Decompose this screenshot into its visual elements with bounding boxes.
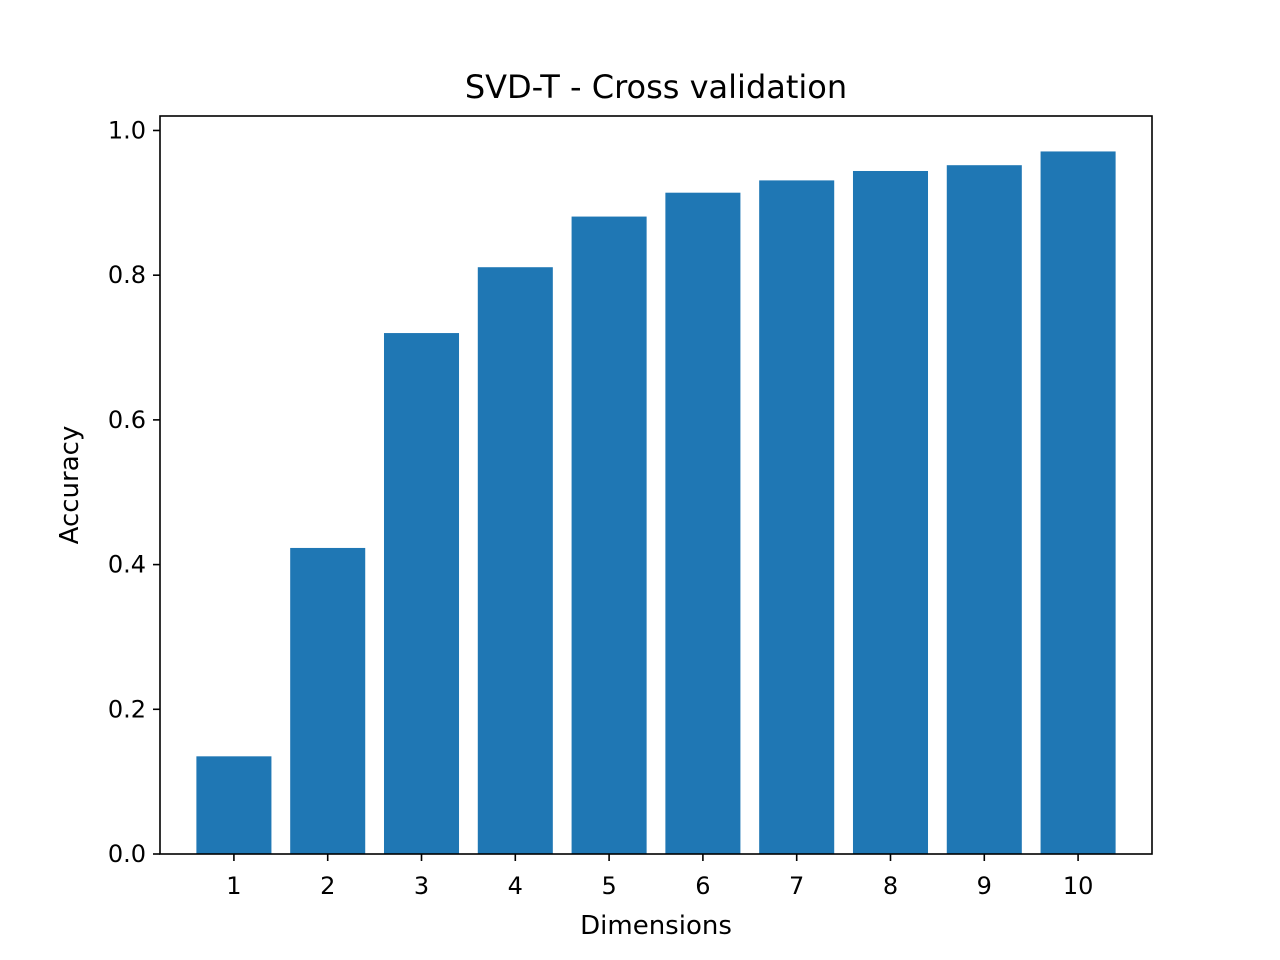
x-tick-label: 9 — [977, 872, 992, 900]
x-ticks-group: 1 2 3 4 5 6 7 8 9 10 — [226, 854, 1093, 900]
y-tick-label: 0.6 — [108, 406, 146, 434]
bar-7 — [759, 180, 835, 855]
chart-title: SVD-T - Cross validation — [465, 68, 847, 106]
plot-frame — [159, 115, 1153, 855]
bar-5 — [571, 216, 647, 855]
bar-4 — [477, 267, 553, 854]
bar-10 — [1040, 151, 1116, 854]
x-tick-label: 8 — [883, 872, 898, 900]
bar-2 — [290, 547, 366, 854]
y-tick-label: 0.4 — [108, 551, 146, 579]
x-tick-label: 10 — [1063, 872, 1094, 900]
x-tick-label: 1 — [226, 872, 241, 900]
bar-1 — [196, 756, 272, 854]
bar-6 — [665, 192, 741, 855]
x-tick-label: 7 — [789, 872, 804, 900]
x-tick-label: 3 — [414, 872, 429, 900]
x-tick-label: 4 — [508, 872, 523, 900]
y-tick-label: 0.2 — [108, 695, 146, 723]
bar-9 — [946, 165, 1022, 854]
x-tick-label: 2 — [320, 872, 335, 900]
x-axis-label: Dimensions — [580, 911, 732, 941]
bar-8 — [852, 170, 929, 855]
x-tick-label: 5 — [601, 872, 616, 900]
x-tick-label: 6 — [695, 872, 710, 900]
y-ticks-group: 0.0 0.2 0.4 0.6 0.8 1.0 — [108, 116, 160, 868]
bars-group — [196, 151, 1116, 855]
y-tick-label: 0.8 — [108, 261, 146, 289]
y-axis-label: Accuracy — [55, 426, 85, 545]
y-tick-label: 1.0 — [108, 116, 146, 144]
bar-3 — [383, 333, 460, 854]
y-tick-label: 0.0 — [108, 840, 146, 868]
